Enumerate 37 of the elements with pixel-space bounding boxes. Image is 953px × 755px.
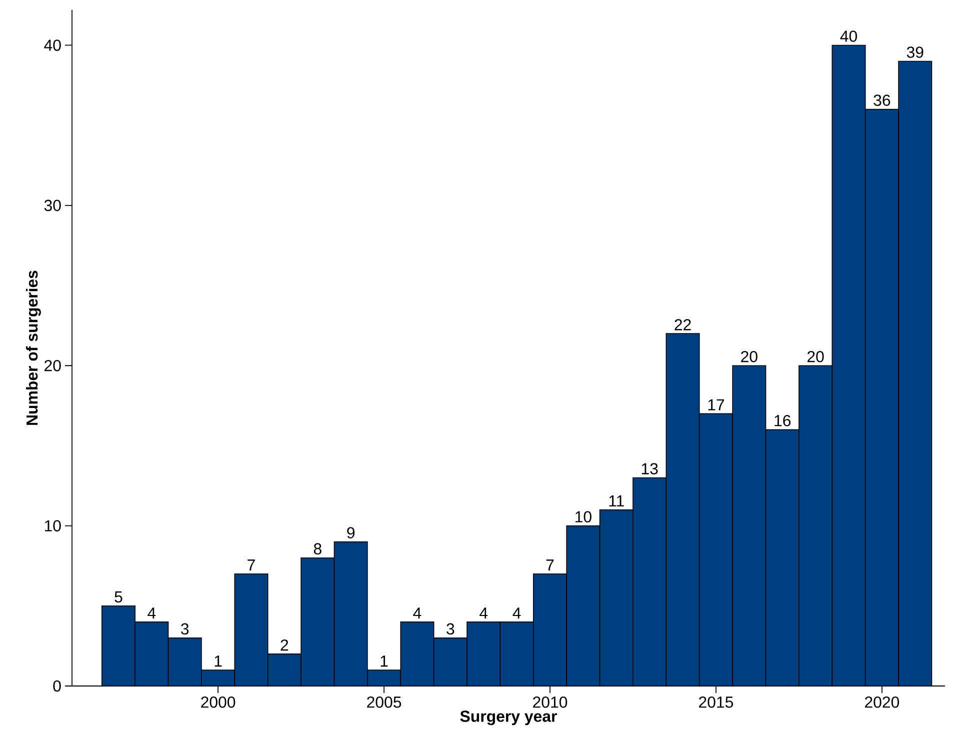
y-axis-title: Number of surgeries: [26, 270, 41, 425]
data-label: 10: [576, 511, 592, 522]
x-tick-label: 2010: [533, 696, 568, 708]
y-tick-label: 40: [44, 40, 61, 51]
data-label: 22: [674, 319, 691, 330]
y-tick-label: 30: [44, 200, 61, 212]
data-label: 39: [906, 46, 924, 58]
data-label: 7: [546, 560, 554, 570]
data-label: 13: [642, 463, 658, 474]
x-tick-label: 2005: [367, 696, 402, 708]
data-label: 4: [148, 608, 156, 619]
x-tick-label: 2020: [865, 696, 900, 708]
data-label: 1: [214, 656, 222, 667]
data-label: 8: [314, 543, 322, 554]
data-label: 16: [774, 415, 791, 426]
y-tick-label: 10: [44, 520, 61, 532]
y-tick-label: 0: [53, 680, 61, 692]
data-label: 5: [114, 591, 122, 603]
data-label: 2: [280, 639, 288, 651]
x-tick-label: 2000: [201, 696, 236, 708]
data-label: 40: [840, 30, 857, 42]
data-label: 7: [248, 560, 255, 570]
data-label: 20: [807, 350, 824, 362]
x-tick-label: 2015: [699, 696, 734, 708]
data-label: 4: [413, 608, 422, 619]
data-label: 17: [708, 399, 724, 410]
x-axis-title: Surgery year: [460, 710, 557, 726]
data-label: 11: [609, 495, 624, 506]
data-label: 1: [380, 656, 388, 667]
data-label: 4: [480, 608, 488, 619]
data-label: 3: [181, 623, 189, 635]
data-label: 3: [446, 623, 454, 635]
data-label: 20: [741, 350, 758, 362]
data-label: 9: [347, 527, 355, 538]
data-label: 4: [512, 608, 521, 619]
y-tick-label: 20: [44, 360, 61, 372]
data-label: 36: [874, 94, 890, 106]
